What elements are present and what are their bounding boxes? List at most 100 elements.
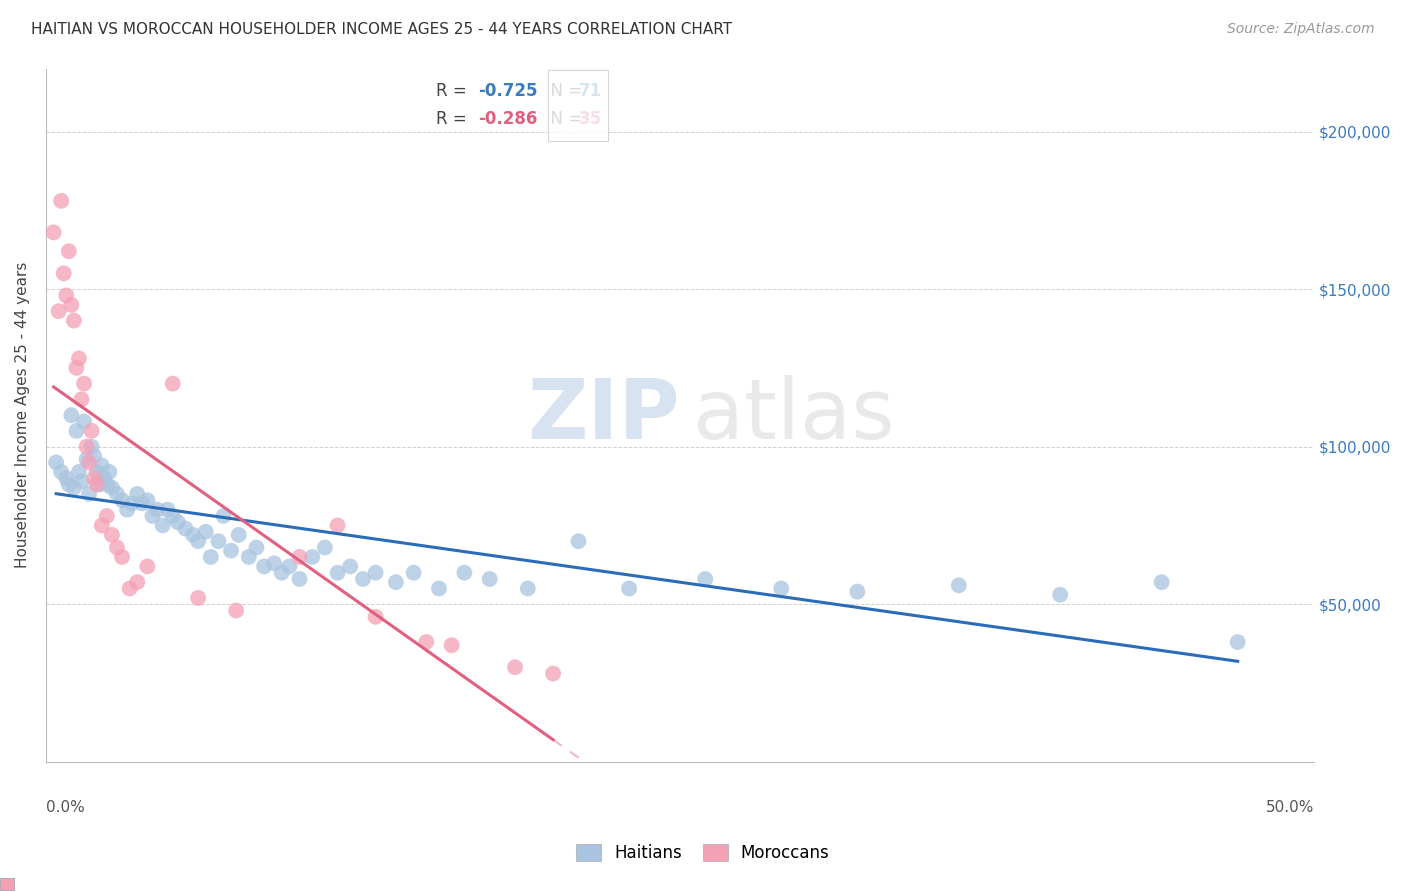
Point: [846, 584, 869, 599]
Point: [111, 493, 134, 508]
Point: [364, 610, 387, 624]
Point: [93, 471, 115, 485]
Point: [127, 575, 149, 590]
Point: [288, 572, 311, 586]
Point: [63, 481, 86, 495]
Point: [105, 487, 128, 501]
Point: [402, 566, 425, 580]
Point: [187, 591, 209, 605]
Point: [121, 496, 143, 510]
Point: [301, 549, 323, 564]
Point: [70, 475, 93, 489]
Point: [270, 566, 292, 580]
Point: [146, 502, 169, 516]
Point: [65, 360, 87, 375]
Legend: Haitians, Moroccans: Haitians, Moroccans: [568, 836, 838, 871]
Point: [55, 288, 77, 302]
Point: [162, 508, 184, 523]
Point: [86, 477, 108, 491]
Point: [111, 549, 134, 564]
Point: [115, 502, 138, 516]
Point: [207, 534, 229, 549]
Point: [1049, 588, 1071, 602]
Point: [80, 424, 103, 438]
Point: [136, 559, 159, 574]
Point: [162, 376, 184, 391]
Point: [385, 575, 408, 590]
Point: [86, 465, 108, 479]
Point: [516, 582, 538, 596]
Point: [166, 516, 188, 530]
Point: [67, 351, 90, 366]
Point: [77, 487, 100, 501]
Text: N =: N =: [540, 82, 588, 101]
Text: 50.0%: 50.0%: [1265, 800, 1313, 815]
Point: [245, 541, 267, 555]
Point: [156, 502, 179, 516]
Point: [96, 477, 118, 491]
Point: [105, 541, 128, 555]
Point: [83, 471, 105, 485]
Point: [415, 635, 437, 649]
Point: [60, 298, 83, 312]
Point: [51, 194, 73, 208]
Point: [1150, 575, 1173, 590]
Point: [67, 465, 90, 479]
Point: [141, 508, 163, 523]
Point: [58, 244, 80, 259]
Point: [212, 508, 235, 523]
Point: [314, 541, 336, 555]
Point: [352, 572, 374, 586]
Text: atlas: atlas: [693, 375, 894, 456]
Point: [45, 455, 67, 469]
Point: [253, 559, 276, 574]
Point: [90, 458, 112, 473]
Point: [55, 471, 77, 485]
Point: [617, 582, 640, 596]
Point: [76, 440, 98, 454]
Point: [478, 572, 501, 586]
Text: 35: 35: [578, 110, 602, 128]
Text: -0.286: -0.286: [478, 110, 537, 128]
Point: [288, 549, 311, 564]
Text: ZIP: ZIP: [527, 375, 681, 456]
Point: [70, 392, 93, 407]
Point: [58, 477, 80, 491]
Point: [200, 549, 222, 564]
Text: R =: R =: [436, 82, 472, 101]
Point: [238, 549, 260, 564]
Point: [948, 578, 970, 592]
Point: [76, 452, 98, 467]
Point: [770, 582, 793, 596]
Point: [48, 304, 70, 318]
Point: [77, 455, 100, 469]
Point: [364, 566, 387, 580]
Text: Source: ZipAtlas.com: Source: ZipAtlas.com: [1227, 22, 1375, 37]
Point: [52, 266, 75, 280]
Text: N =: N =: [540, 110, 588, 128]
Point: [225, 603, 247, 617]
Point: [278, 559, 301, 574]
Point: [174, 522, 197, 536]
Point: [567, 534, 589, 549]
Point: [63, 313, 86, 327]
Text: -0.725: -0.725: [478, 82, 537, 101]
Point: [228, 528, 250, 542]
Legend: , : ,: [548, 70, 609, 141]
Point: [427, 582, 450, 596]
Point: [326, 518, 349, 533]
Point: [65, 424, 87, 438]
Point: [98, 465, 121, 479]
Point: [51, 465, 73, 479]
Point: [42, 226, 65, 240]
Point: [101, 481, 124, 495]
Point: [89, 477, 111, 491]
Text: R =: R =: [436, 110, 472, 128]
Point: [194, 524, 217, 539]
Point: [127, 487, 149, 501]
Point: [503, 660, 526, 674]
Point: [136, 493, 159, 508]
Point: [1226, 635, 1249, 649]
Point: [83, 449, 105, 463]
Text: 0.0%: 0.0%: [46, 800, 84, 815]
